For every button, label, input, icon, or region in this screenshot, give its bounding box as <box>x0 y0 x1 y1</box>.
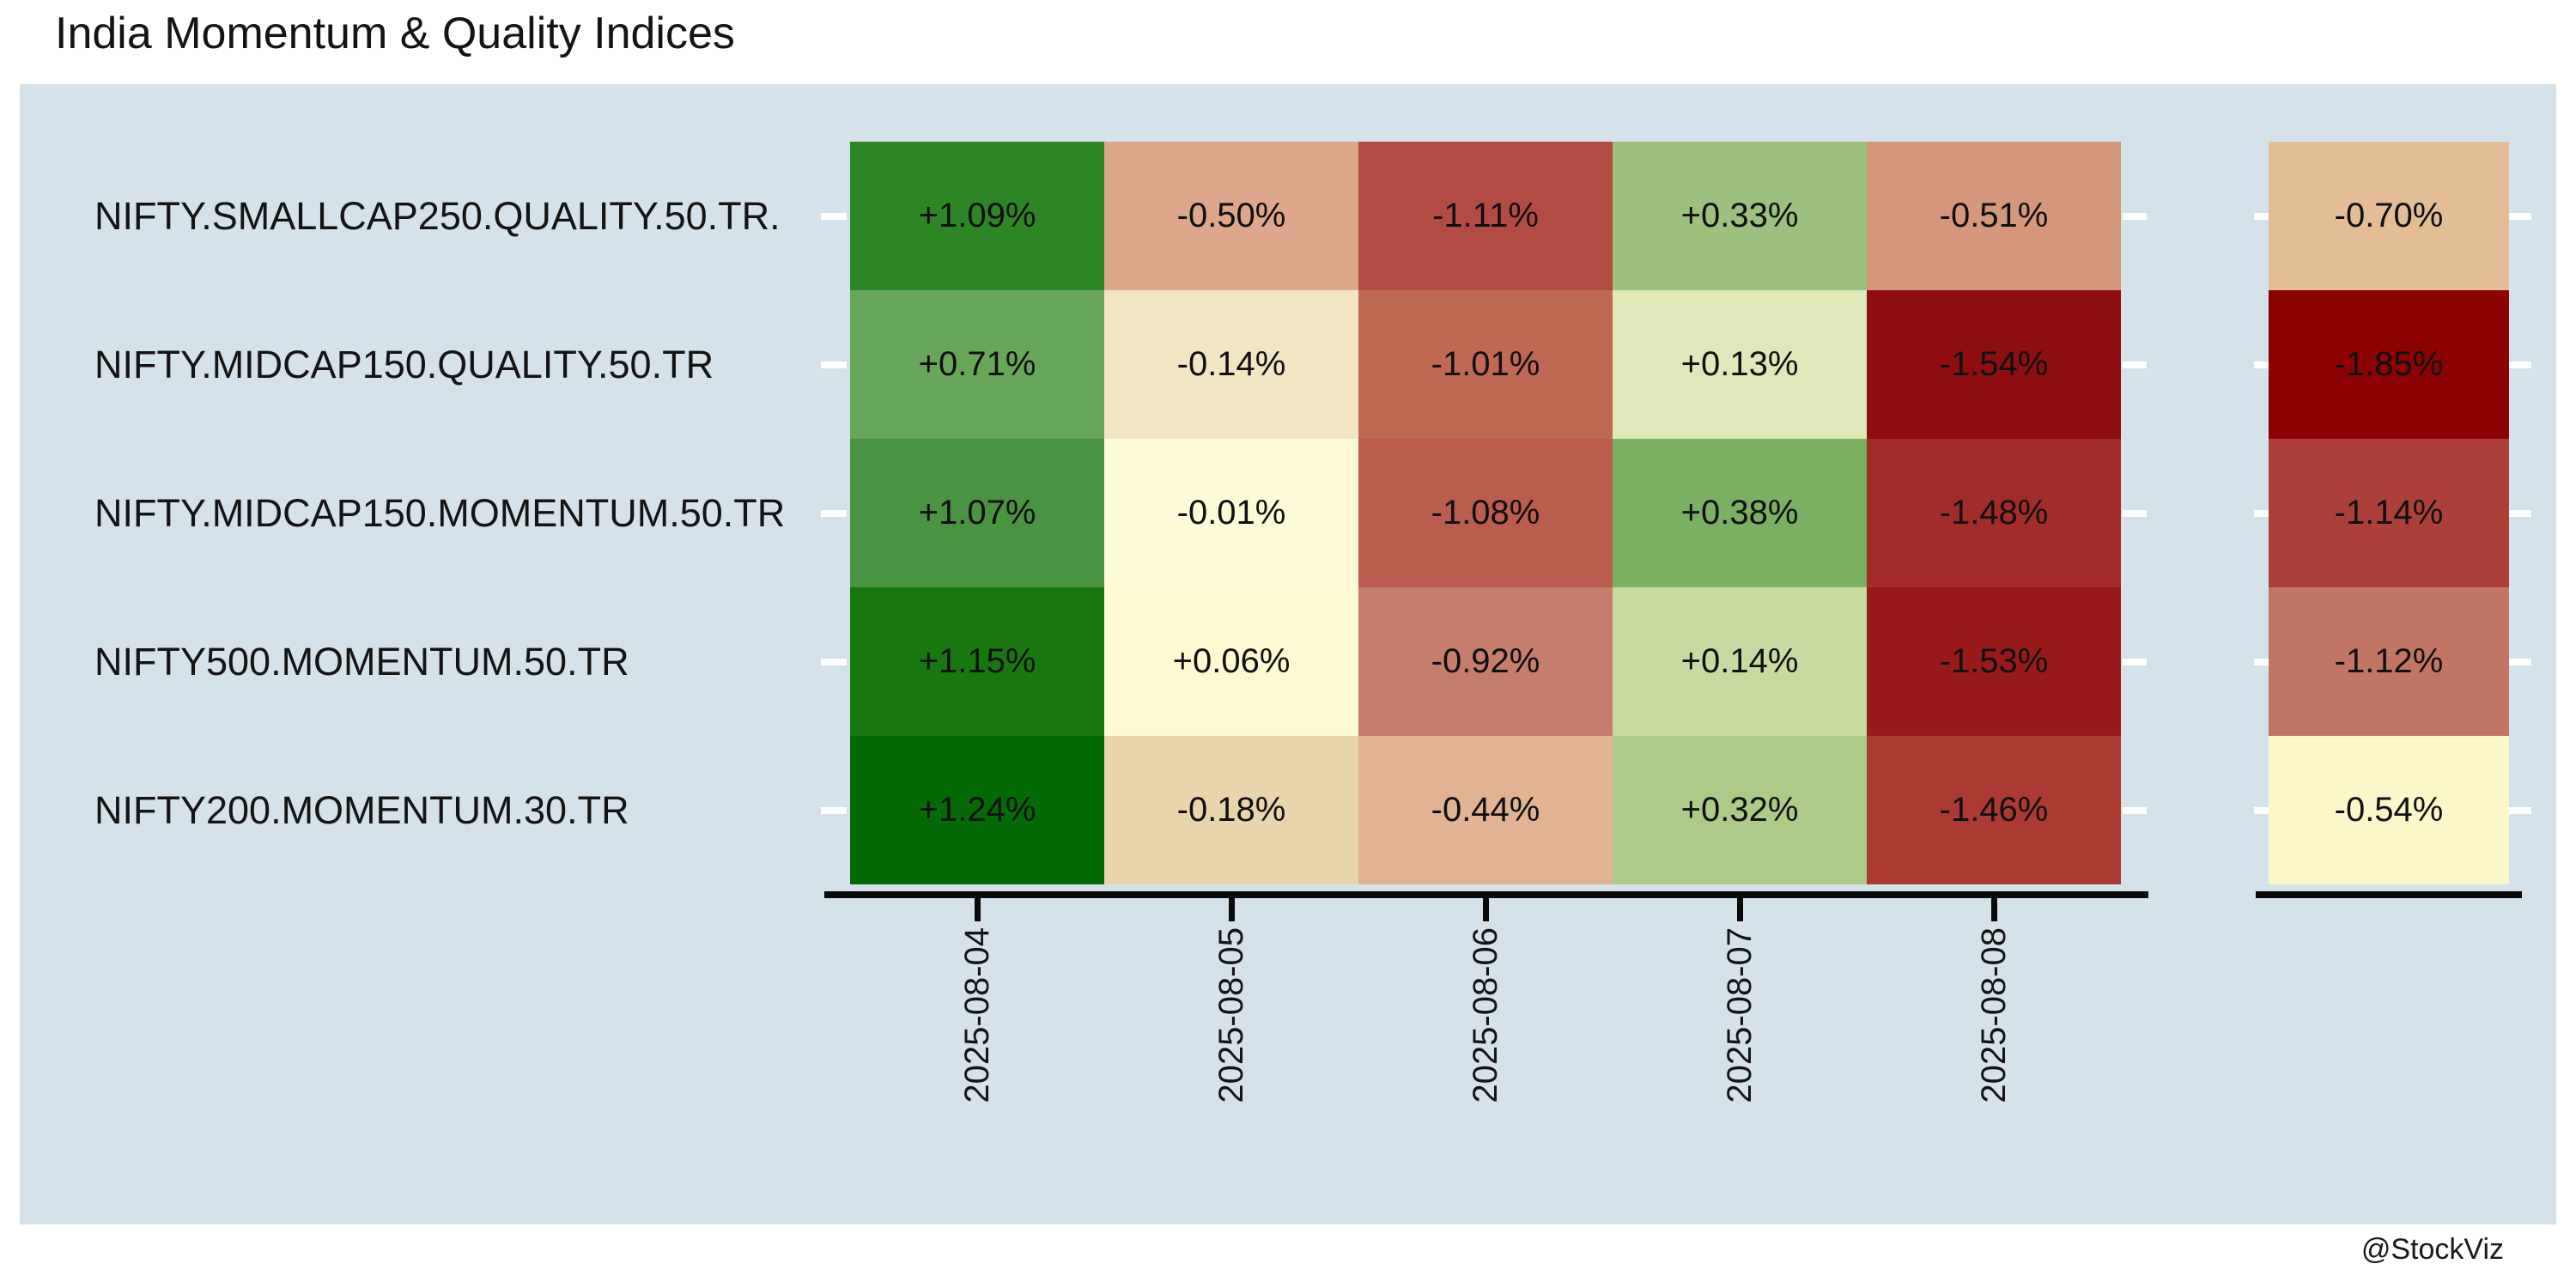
heatmap-cell: -0.14% <box>1104 290 1358 439</box>
summary-cell: -1.14% <box>2269 439 2509 587</box>
heatmap-cell: -1.46% <box>1867 736 2121 884</box>
heatmap-cell: -1.53% <box>1867 587 2121 736</box>
heatmap-cell: -0.50% <box>1104 142 1358 290</box>
x-axis-label: 2025-08-04 <box>957 927 996 1103</box>
heatmap-cell: -1.48% <box>1867 439 2121 587</box>
x-axis-line-summary <box>2256 891 2522 898</box>
x-axis-label: 2025-08-06 <box>1466 927 1504 1103</box>
watermark: @StockViz <box>2360 1233 2504 1266</box>
heatmap-cell: +0.06% <box>1104 587 1358 736</box>
y-axis-ticks-summary-right <box>2509 142 2531 884</box>
heatmap-cell: +0.14% <box>1613 587 1867 736</box>
heatmap-cell: +1.15% <box>850 587 1104 736</box>
heatmap-grid: +1.09% -0.50% -1.11% +0.33% -0.51% +0.71… <box>850 142 2121 884</box>
heatmap-cell: -0.18% <box>1104 736 1358 884</box>
heatmap-cell: +0.32% <box>1613 736 1867 884</box>
page-title: India Momentum & Quality Indices <box>55 9 735 58</box>
heatmap-cell: +0.13% <box>1613 290 1867 439</box>
y-axis-ticks-main-right <box>2123 142 2147 884</box>
x-axis-line-main <box>824 891 2148 898</box>
y-axis-ticks-summary-left <box>2254 142 2269 884</box>
x-axis-labels: 2025-08-04 2025-08-05 2025-08-06 2025-08… <box>850 927 2121 1176</box>
summary-cell: -0.54% <box>2269 736 2509 884</box>
x-axis-label: 2025-08-08 <box>1974 927 2013 1103</box>
heatmap-cell: -0.01% <box>1104 439 1358 587</box>
heatmap-cell: +0.33% <box>1613 142 1867 290</box>
y-axis-label: NIFTY.SMALLCAP250.QUALITY.50.TR. <box>94 193 781 238</box>
summary-column: -0.70% -1.85% -1.14% -1.12% -0.54% <box>2269 142 2509 884</box>
heatmap-cell: -0.44% <box>1358 736 1613 884</box>
heatmap-cell: -1.08% <box>1358 439 1613 587</box>
x-axis-label: 2025-08-07 <box>1720 927 1759 1103</box>
y-axis-label: NIFTY500.MOMENTUM.50.TR <box>94 639 629 683</box>
heatmap-cell: -0.51% <box>1867 142 2121 290</box>
heatmap-cell: -0.92% <box>1358 587 1613 736</box>
y-axis-label: NIFTY.MIDCAP150.MOMENTUM.50.TR <box>94 490 786 535</box>
heatmap-cell: -1.54% <box>1867 290 2121 439</box>
heatmap-cell: -1.11% <box>1358 142 1613 290</box>
y-axis-ticks-main-left <box>821 142 847 884</box>
x-axis-label: 2025-08-05 <box>1212 927 1250 1103</box>
summary-cell: -1.12% <box>2269 587 2509 736</box>
y-axis-labels: NIFTY.SMALLCAP250.QUALITY.50.TR. NIFTY.M… <box>94 142 833 884</box>
heatmap-cell: -1.01% <box>1358 290 1613 439</box>
summary-cell: -0.70% <box>2269 142 2509 290</box>
x-axis-ticks <box>850 898 2121 921</box>
y-axis-label: NIFTY.MIDCAP150.QUALITY.50.TR <box>94 342 714 386</box>
heatmap-cell: +1.07% <box>850 439 1104 587</box>
y-axis-label: NIFTY200.MOMENTUM.30.TR <box>94 787 629 832</box>
heatmap-cell: +0.38% <box>1613 439 1867 587</box>
heatmap-cell: +1.09% <box>850 142 1104 290</box>
summary-cell: -1.85% <box>2269 290 2509 439</box>
heatmap-cell: +0.71% <box>850 290 1104 439</box>
heatmap-cell: +1.24% <box>850 736 1104 884</box>
